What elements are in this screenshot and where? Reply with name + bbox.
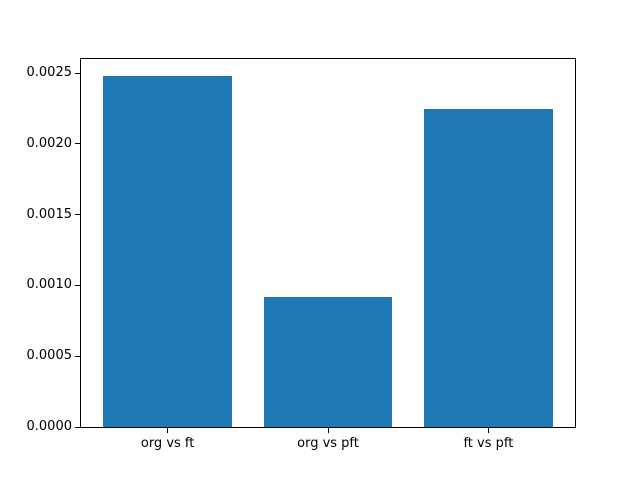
y-tick-mark xyxy=(75,143,80,145)
x-tick-mark xyxy=(167,428,169,433)
x-tick-label: ft vs pft xyxy=(463,436,514,451)
y-tick-label: 0.0015 xyxy=(26,206,73,222)
bar-org-vs-ft xyxy=(103,76,232,427)
y-tick-mark xyxy=(75,284,80,286)
y-tick-label: 0.0010 xyxy=(26,277,73,293)
x-tick-mark xyxy=(487,428,489,433)
y-tick-mark xyxy=(75,426,80,428)
y-tick-mark xyxy=(75,214,80,216)
x-tick-label: org vs pft xyxy=(297,436,359,451)
plot-area xyxy=(80,58,576,428)
y-tick-label: 0.0025 xyxy=(26,65,73,81)
y-tick-label: 0.0020 xyxy=(26,135,73,151)
bar-org-vs-pft xyxy=(263,296,393,427)
bar-ft-vs-pft xyxy=(424,108,553,427)
y-tick-label: 0.0005 xyxy=(26,348,73,364)
x-tick-label: org vs ft xyxy=(140,436,195,451)
x-tick-mark xyxy=(327,428,329,433)
y-tick-mark xyxy=(75,72,80,74)
y-tick-mark xyxy=(75,355,80,357)
y-tick-label: 0.0000 xyxy=(26,419,73,434)
